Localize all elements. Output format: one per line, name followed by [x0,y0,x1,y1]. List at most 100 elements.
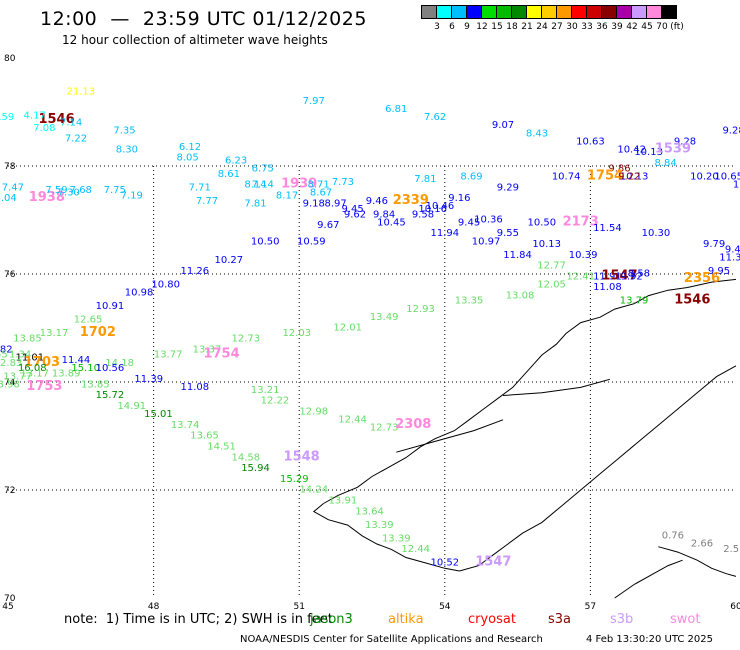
color-scale-label: 42 [626,22,638,32]
wave-height-label: 15.72 [96,390,125,401]
wave-height-label: 1939 [281,177,317,192]
wave-height-label: 14.91 [117,401,146,412]
wave-height-label: 9.95 [708,266,730,277]
wave-height-label: 6.12 [179,142,201,153]
wave-height-label: 21.13 [66,87,95,98]
wave-height-label: 2.5 [723,544,739,555]
wave-height-label: 9.45 [458,217,480,228]
wave-height-label: 10.46 [426,201,455,212]
wave-height-label: 2.66 [691,539,713,550]
color-scale-label: 45 [641,22,653,32]
wave-height-label: 13.39 [382,533,411,544]
wave-height-label: 10.59 [297,236,326,247]
color-scale-label: 24 [536,22,548,32]
wave-height-label: 10.36 [474,215,503,226]
mission-label-cryosat: cryosat [468,612,516,627]
color-swatch [466,5,482,19]
wave-height-label: 9.46 [725,244,740,255]
mission-label-swot: swot [670,612,701,627]
wave-height-label: 1754 [203,347,239,362]
wave-height-label: 13.37 [193,344,222,355]
wave-height-label: 1753 [26,379,62,394]
wave-height-label: 10.45 [377,217,406,228]
wave-height-label: 10.74 [552,172,581,183]
wave-height-label: 16.08 [18,363,47,374]
coastline-segment [658,546,737,577]
wave-height-label: 8.43 [526,128,548,139]
wave-height-label: 7.81 [244,199,266,210]
wave-height-label: 7.14 [252,180,274,191]
coastline-segment [396,419,504,453]
wave-height-label: 13.91 [329,496,358,507]
wave-height-label: 13.77 [3,371,32,382]
wave-height-label: 11.44 [62,355,91,366]
wave-height-label: 8.04 [0,193,17,204]
wave-height-label: 2173 [563,214,599,229]
wave-height-label: 9.45 [341,204,363,215]
wave-height-label: 12.83 [0,358,22,369]
coastline-segment [614,559,683,599]
coastline-segment [502,378,610,396]
wave-height-label: 12.22 [261,396,290,407]
wave-height-label: 7.19 [121,190,143,201]
wave-height-label: 10.63 [576,136,605,147]
wave-height-label: 8.67 [310,188,332,199]
timestamp: 4 Feb 13:30:20 UTC 2025 [586,634,713,645]
wave-height-label: 7.47 [2,182,24,193]
lat-tick-label: 70 [4,594,16,604]
wave-height-label: 10.13 [620,172,649,183]
wave-height-label: 12.41 [566,271,595,282]
axis-tick-labels: 45 48 51 54 57 60 80 78 76 74 72 70 [2,54,740,612]
color-scale-label: 15 [491,22,503,32]
wave-height-label: 8.30 [116,145,138,156]
wave-height-label: 8.97 [324,199,346,210]
color-scale-label: (ft) [670,22,684,32]
color-swatch [496,5,512,19]
lat-lon-grid [8,165,736,598]
wave-height-label: 1547 [601,268,637,283]
wave-height-label: 10.52 [430,558,459,569]
color-scale-label: 30 [566,22,578,32]
wave-height-label: 10.42 [617,145,646,156]
wave-height-label: 9.07 [492,120,514,131]
wave-height-label: 10.82 [0,344,13,355]
wave-height-label: 13.21 [251,385,280,396]
wave-height-label: 9.67 [317,220,339,231]
wave-height-label: 10.13 [634,147,663,158]
wave-height-label: 1.34 [9,350,31,361]
lat-tick-label: 76 [4,270,16,280]
wave-height-label: 9.22 [618,172,640,183]
color-scale-label: 33 [581,22,593,32]
lat-tick-label: 72 [4,486,15,496]
wave-height-label: 13.64 [355,506,384,517]
mission-label-s3a: s3a [548,612,572,627]
color-swatch [541,5,557,19]
wave-height-label: 1938 [29,190,65,205]
wave-height-label: 13.17 [40,328,69,339]
wave-height-label: 10.39 [569,250,598,261]
wave-height-label: 11.39 [134,374,163,385]
coastline [312,278,737,599]
wave-height-label: 14.18 [105,358,134,369]
color-scale-label: 9 [464,22,470,32]
color-swatch [661,5,677,19]
wave-height-label: 9.28 [722,126,740,137]
wave-height-label: 7.62 [424,112,446,123]
color-scale-label: 39 [611,22,623,32]
wave-height-label: 9.86 [608,163,630,174]
wave-height-label: 9.18 [303,199,325,210]
lon-tick-label: 45 [2,602,13,612]
wave-height-label: 10.13 [532,239,561,250]
coastline-segment [323,278,737,504]
wave-height-label: 13.89 [52,369,81,380]
wave-height-label: 9.46 [366,196,388,207]
wave-height-label: 10.16 [418,204,447,215]
wave-height-label: 10.56 [96,363,125,374]
wave-height-label: 10.97 [472,236,501,247]
color-swatch [511,5,527,19]
wave-height-label: 9.79 [703,239,725,250]
wave-height-label: 12.44 [338,415,367,426]
wave-height-label: 13.79 [620,296,649,307]
color-swatch [436,5,452,19]
color-swatch [601,5,617,19]
